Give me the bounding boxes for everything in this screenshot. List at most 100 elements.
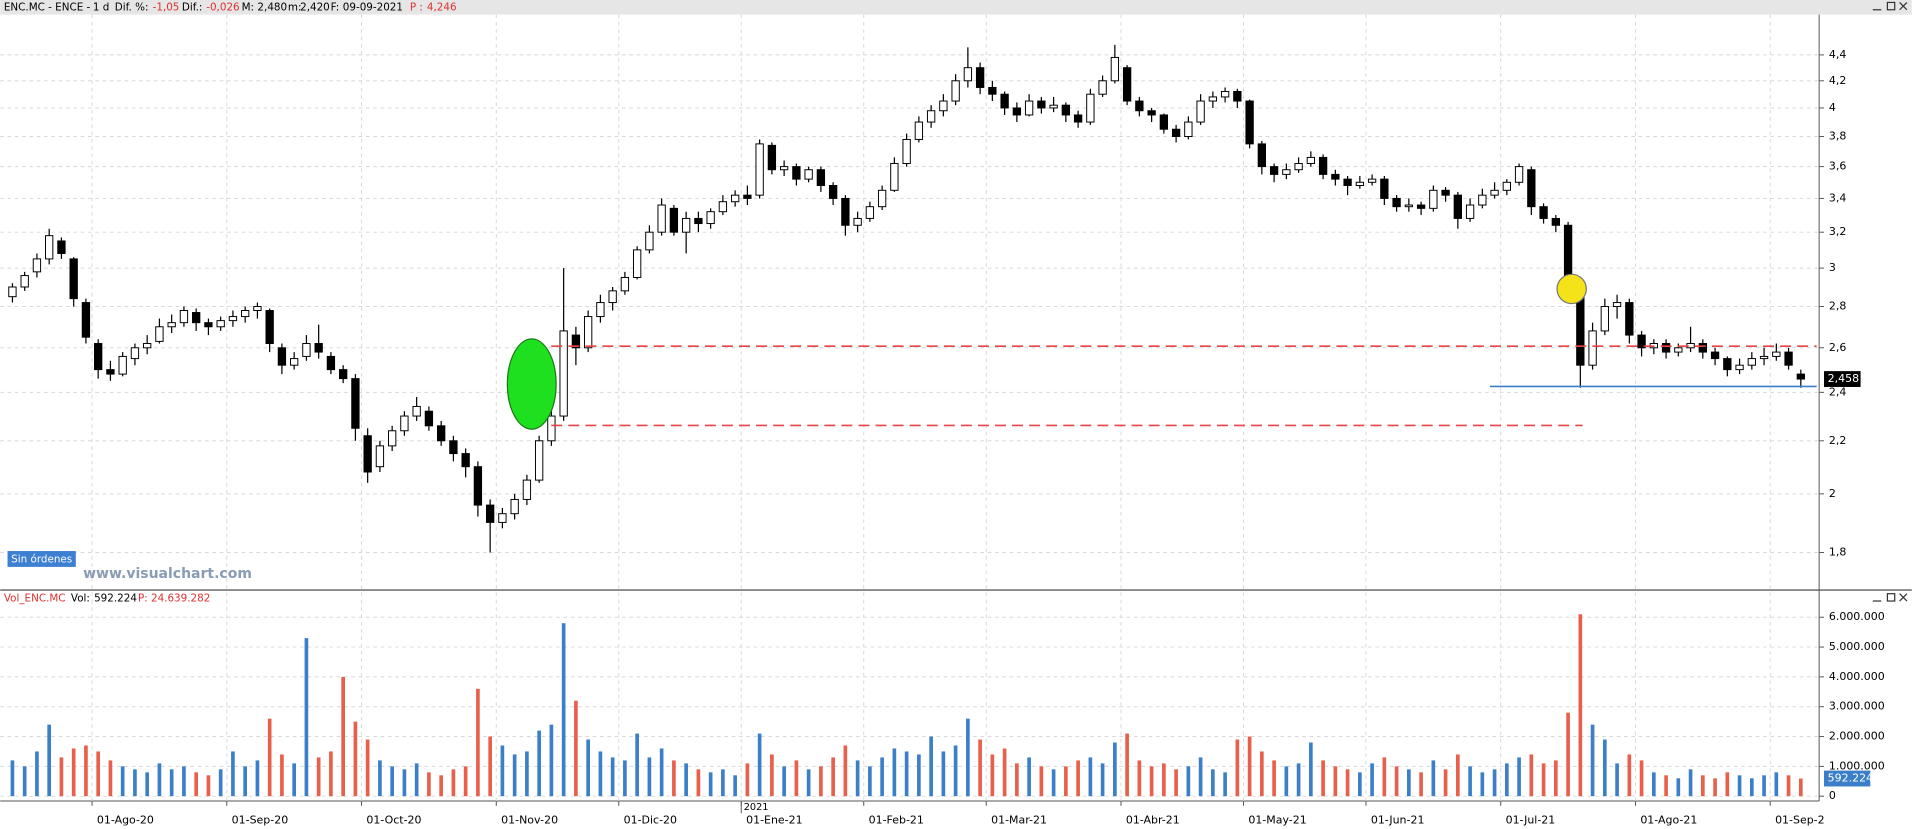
volume-bar bbox=[157, 763, 162, 797]
volume-bar bbox=[414, 763, 419, 797]
candle-body bbox=[1539, 206, 1548, 219]
volume-bar bbox=[1345, 769, 1350, 797]
y-tick-label: 2,8 bbox=[1829, 300, 1846, 313]
candle-body bbox=[1012, 107, 1022, 116]
x-tick-label: 01-Jun-21 bbox=[1371, 813, 1425, 826]
volume-bar bbox=[390, 766, 394, 797]
candle-body bbox=[241, 310, 250, 318]
x-tick-label: 01-Mar-21 bbox=[991, 813, 1047, 826]
volume-bar bbox=[1260, 751, 1264, 797]
volume-bar bbox=[120, 766, 125, 797]
volume-bar bbox=[1211, 769, 1215, 797]
volume-bar bbox=[990, 754, 995, 797]
candle-body bbox=[1404, 204, 1414, 208]
candle-body bbox=[1208, 96, 1218, 102]
volume-bar bbox=[549, 724, 554, 797]
volume-bar bbox=[1431, 760, 1436, 797]
volume-bar bbox=[855, 760, 860, 797]
volume-bar bbox=[1419, 772, 1423, 797]
window-buttons[interactable] bbox=[1872, 1, 1908, 602]
candle-body bbox=[1796, 373, 1805, 380]
volume-bar bbox=[1786, 775, 1791, 797]
candle-body bbox=[253, 306, 262, 312]
candle-body bbox=[57, 240, 66, 254]
candle-body bbox=[1588, 330, 1597, 366]
drawings bbox=[506, 273, 1817, 430]
candle-body bbox=[1723, 358, 1732, 371]
maximize[interactable] bbox=[1886, 1, 1896, 11]
volume-bar bbox=[1688, 769, 1693, 797]
volume-bar bbox=[978, 739, 982, 797]
volume-bar bbox=[598, 751, 603, 797]
close[interactable] bbox=[1899, 593, 1908, 602]
candle-body bbox=[1098, 80, 1107, 95]
close[interactable] bbox=[1899, 2, 1908, 11]
candle-body bbox=[1147, 110, 1156, 116]
y2-tick-label: 2.000.000 bbox=[1829, 730, 1885, 743]
volume-bar bbox=[623, 760, 627, 797]
candle-body bbox=[69, 258, 78, 300]
volume-bar bbox=[1235, 739, 1240, 797]
x-tick-label: 01-Abr-21 bbox=[1126, 813, 1180, 826]
date: 09-09-2021 bbox=[343, 1, 403, 13]
volume-bar bbox=[194, 772, 198, 797]
dif-pct: -1,05 bbox=[153, 1, 180, 13]
volume-bar bbox=[1174, 769, 1178, 797]
volume-bar bbox=[22, 766, 27, 797]
volume-bar bbox=[463, 766, 468, 797]
candle-body bbox=[804, 169, 813, 180]
candle-body bbox=[1416, 204, 1426, 209]
volume-bar bbox=[1492, 769, 1497, 797]
volume-bar bbox=[757, 733, 762, 797]
volume-bar bbox=[1223, 772, 1227, 797]
min-label: m: bbox=[288, 1, 302, 13]
volume-bar bbox=[1517, 757, 1521, 797]
candle-body bbox=[583, 316, 593, 349]
candle-body bbox=[1625, 302, 1634, 336]
volume-bar bbox=[476, 688, 480, 797]
candle-body bbox=[449, 440, 458, 455]
candle-body bbox=[302, 343, 311, 357]
volume-bar bbox=[378, 760, 382, 797]
maximize[interactable] bbox=[1886, 593, 1896, 602]
candle-body bbox=[338, 369, 348, 380]
volume-bar bbox=[1100, 763, 1105, 797]
volume-bar bbox=[1027, 757, 1031, 797]
volume-bar bbox=[782, 766, 786, 797]
volume-bar bbox=[10, 760, 15, 797]
year-label: 2021 bbox=[744, 802, 769, 813]
candle-body bbox=[1735, 364, 1744, 371]
candle-body bbox=[694, 217, 703, 225]
candle-body bbox=[939, 100, 948, 112]
volume-p: P: 24.639.282 bbox=[138, 593, 210, 605]
candle-body bbox=[1514, 166, 1524, 183]
y2-tick-label: 6.000.000 bbox=[1829, 610, 1885, 623]
x-tick-label: 01-Sep-2 bbox=[1775, 813, 1825, 826]
x-tick-label: 01-May-21 bbox=[1248, 813, 1306, 826]
orders-label: Sin órdenes bbox=[11, 554, 72, 566]
x-tick-label: 01-Dic-20 bbox=[624, 813, 677, 826]
volume-value: 592.224 bbox=[94, 593, 137, 605]
volume-bar bbox=[1284, 766, 1289, 797]
candle-body bbox=[155, 326, 164, 342]
candle-body bbox=[1184, 121, 1193, 137]
candle-body bbox=[559, 330, 568, 417]
volume-bar bbox=[1051, 769, 1056, 797]
candle-body bbox=[143, 343, 152, 349]
candle-body bbox=[1318, 156, 1328, 175]
gap-marker bbox=[506, 338, 557, 430]
volume-bar bbox=[280, 754, 284, 797]
candle-body bbox=[1612, 302, 1622, 308]
candle-body bbox=[32, 258, 42, 273]
candle-body bbox=[1441, 189, 1450, 196]
candle-body bbox=[1674, 347, 1683, 353]
volume-bar bbox=[1737, 775, 1742, 797]
x-tick-label: 01-Jul-21 bbox=[1506, 813, 1556, 826]
volume-bar bbox=[1578, 614, 1583, 797]
candle-body bbox=[755, 143, 764, 196]
volume-bar bbox=[1652, 772, 1656, 797]
candle-body bbox=[118, 355, 127, 375]
candle-body bbox=[608, 290, 617, 304]
candle-body bbox=[1049, 104, 1058, 109]
y-tick-label: 4,4 bbox=[1829, 48, 1846, 61]
